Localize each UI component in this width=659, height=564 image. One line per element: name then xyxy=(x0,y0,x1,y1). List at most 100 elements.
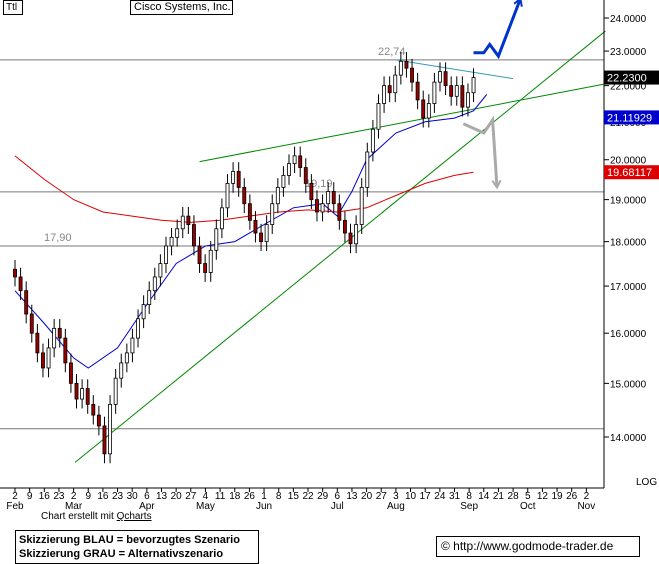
candle-body xyxy=(57,327,62,339)
trendline xyxy=(199,83,606,163)
x-tick-label: 19 xyxy=(551,491,563,502)
y-tick-label: 22.0000 xyxy=(610,82,647,93)
x-tick-label: 23 xyxy=(53,491,65,502)
candle-body xyxy=(152,276,157,292)
month-label: Oct xyxy=(520,501,536,512)
candle-body xyxy=(393,74,398,94)
x-tick-label: 15 xyxy=(288,491,300,502)
plot-area xyxy=(0,0,604,488)
month-label: Apr xyxy=(139,501,155,512)
candle-body xyxy=(292,155,297,165)
x-tick-label: 8 xyxy=(466,491,472,502)
candle-body xyxy=(315,199,319,213)
candle-body xyxy=(74,382,79,400)
x-tick-label: 26 xyxy=(244,491,256,502)
candle-body xyxy=(68,362,73,384)
trendline xyxy=(395,59,514,80)
candle-body xyxy=(236,171,241,188)
candle-body xyxy=(264,224,269,243)
x-tick-label: 2 xyxy=(71,491,77,502)
y-tick-label: 18.0000 xyxy=(610,238,647,249)
candle-body xyxy=(147,290,152,305)
x-tick-label: 22 xyxy=(302,491,314,502)
level-label: 22,74 xyxy=(378,46,406,58)
y-tick-label: 24.0000 xyxy=(610,14,647,25)
candle-body xyxy=(365,151,370,188)
candle-body xyxy=(175,228,180,238)
candle-body xyxy=(259,232,263,243)
candle-body xyxy=(287,163,291,176)
candle-body xyxy=(303,167,308,184)
y-tick-label: 23.0000 xyxy=(610,47,647,58)
source-link[interactable]: © http://www.godmode-trader.de xyxy=(436,536,640,557)
candle-body xyxy=(24,290,29,315)
candle-body xyxy=(438,71,442,83)
price-tag-label: 21.11929 xyxy=(607,112,652,124)
candle-body xyxy=(208,249,213,273)
credit-prefix: Chart erstellt mit xyxy=(41,511,117,522)
x-tick-label: 16 xyxy=(39,491,51,502)
candle-body xyxy=(141,304,146,320)
month-label: Jul xyxy=(331,501,344,512)
candle-body xyxy=(231,171,236,184)
candle-body xyxy=(80,388,85,400)
x-axis: 2 9 16 23 2 9 16 23 30 6 13 20 27 4 11 18 26 1 8 15 22 29 6 13 2… xyxy=(6,488,595,512)
scenario-path xyxy=(473,0,522,60)
month-label: Mar xyxy=(65,501,83,512)
x-tick-label: 6 xyxy=(144,491,150,502)
x-tick-label: 11 xyxy=(215,491,226,502)
candle-body xyxy=(197,245,202,264)
scenario-sketches xyxy=(462,0,523,190)
credit-link[interactable]: Qcharts xyxy=(116,511,152,522)
candle-body xyxy=(203,263,208,273)
x-tick-label: 26 xyxy=(566,491,578,502)
candle-body xyxy=(247,203,252,221)
x-tick-label: 30 xyxy=(127,491,139,502)
candle-body xyxy=(46,347,51,369)
y-tick-label: 14.0000 xyxy=(610,433,647,444)
x-tick-label: 2 xyxy=(584,491,590,502)
candle-body xyxy=(169,236,174,247)
moving-average-line xyxy=(14,94,488,369)
month-label: Nov xyxy=(577,501,595,512)
x-tick-label: 31 xyxy=(449,491,461,502)
candle-body xyxy=(91,403,96,416)
candle-body xyxy=(387,85,392,94)
candle-body xyxy=(164,245,168,264)
candle-body xyxy=(410,67,414,83)
candle-body xyxy=(124,352,129,364)
candle-body xyxy=(219,207,224,230)
candle-body xyxy=(454,85,459,97)
x-tick-label: 21 xyxy=(493,491,505,502)
ticker-label: Ttl xyxy=(3,0,23,15)
candle-body xyxy=(443,71,448,87)
x-tick-label: 18 xyxy=(229,491,241,502)
y-tick-label: 17.0000 xyxy=(610,282,647,293)
candle-body xyxy=(460,85,465,108)
candle-body xyxy=(41,352,45,369)
candle-body xyxy=(370,128,375,153)
candle-body xyxy=(449,85,454,97)
candle-body xyxy=(421,99,426,119)
candle-body xyxy=(382,85,387,104)
price-tag-box xyxy=(604,110,659,125)
candle-body xyxy=(359,187,364,225)
level-label: 17,90 xyxy=(44,232,72,244)
x-tick-label: 27 xyxy=(185,491,197,502)
candle-body xyxy=(63,337,68,364)
candle-body xyxy=(426,103,431,119)
x-tick-label: 28 xyxy=(508,491,520,502)
x-tick-label: 3 xyxy=(393,491,399,502)
candle-body xyxy=(52,327,57,349)
price-tag-box xyxy=(604,165,659,180)
candle-body xyxy=(253,219,258,234)
x-tick-label: 16 xyxy=(97,491,109,502)
candle-body xyxy=(337,203,342,221)
candle-body xyxy=(13,268,17,278)
candle-body xyxy=(85,388,90,405)
log-scale-label: LOG xyxy=(636,477,657,488)
legend-blue: Skizzierung BLAU = bevorzugtes Szenario xyxy=(19,534,240,546)
x-tick-label: 27 xyxy=(376,491,388,502)
x-tick-label: 9 xyxy=(85,491,91,502)
